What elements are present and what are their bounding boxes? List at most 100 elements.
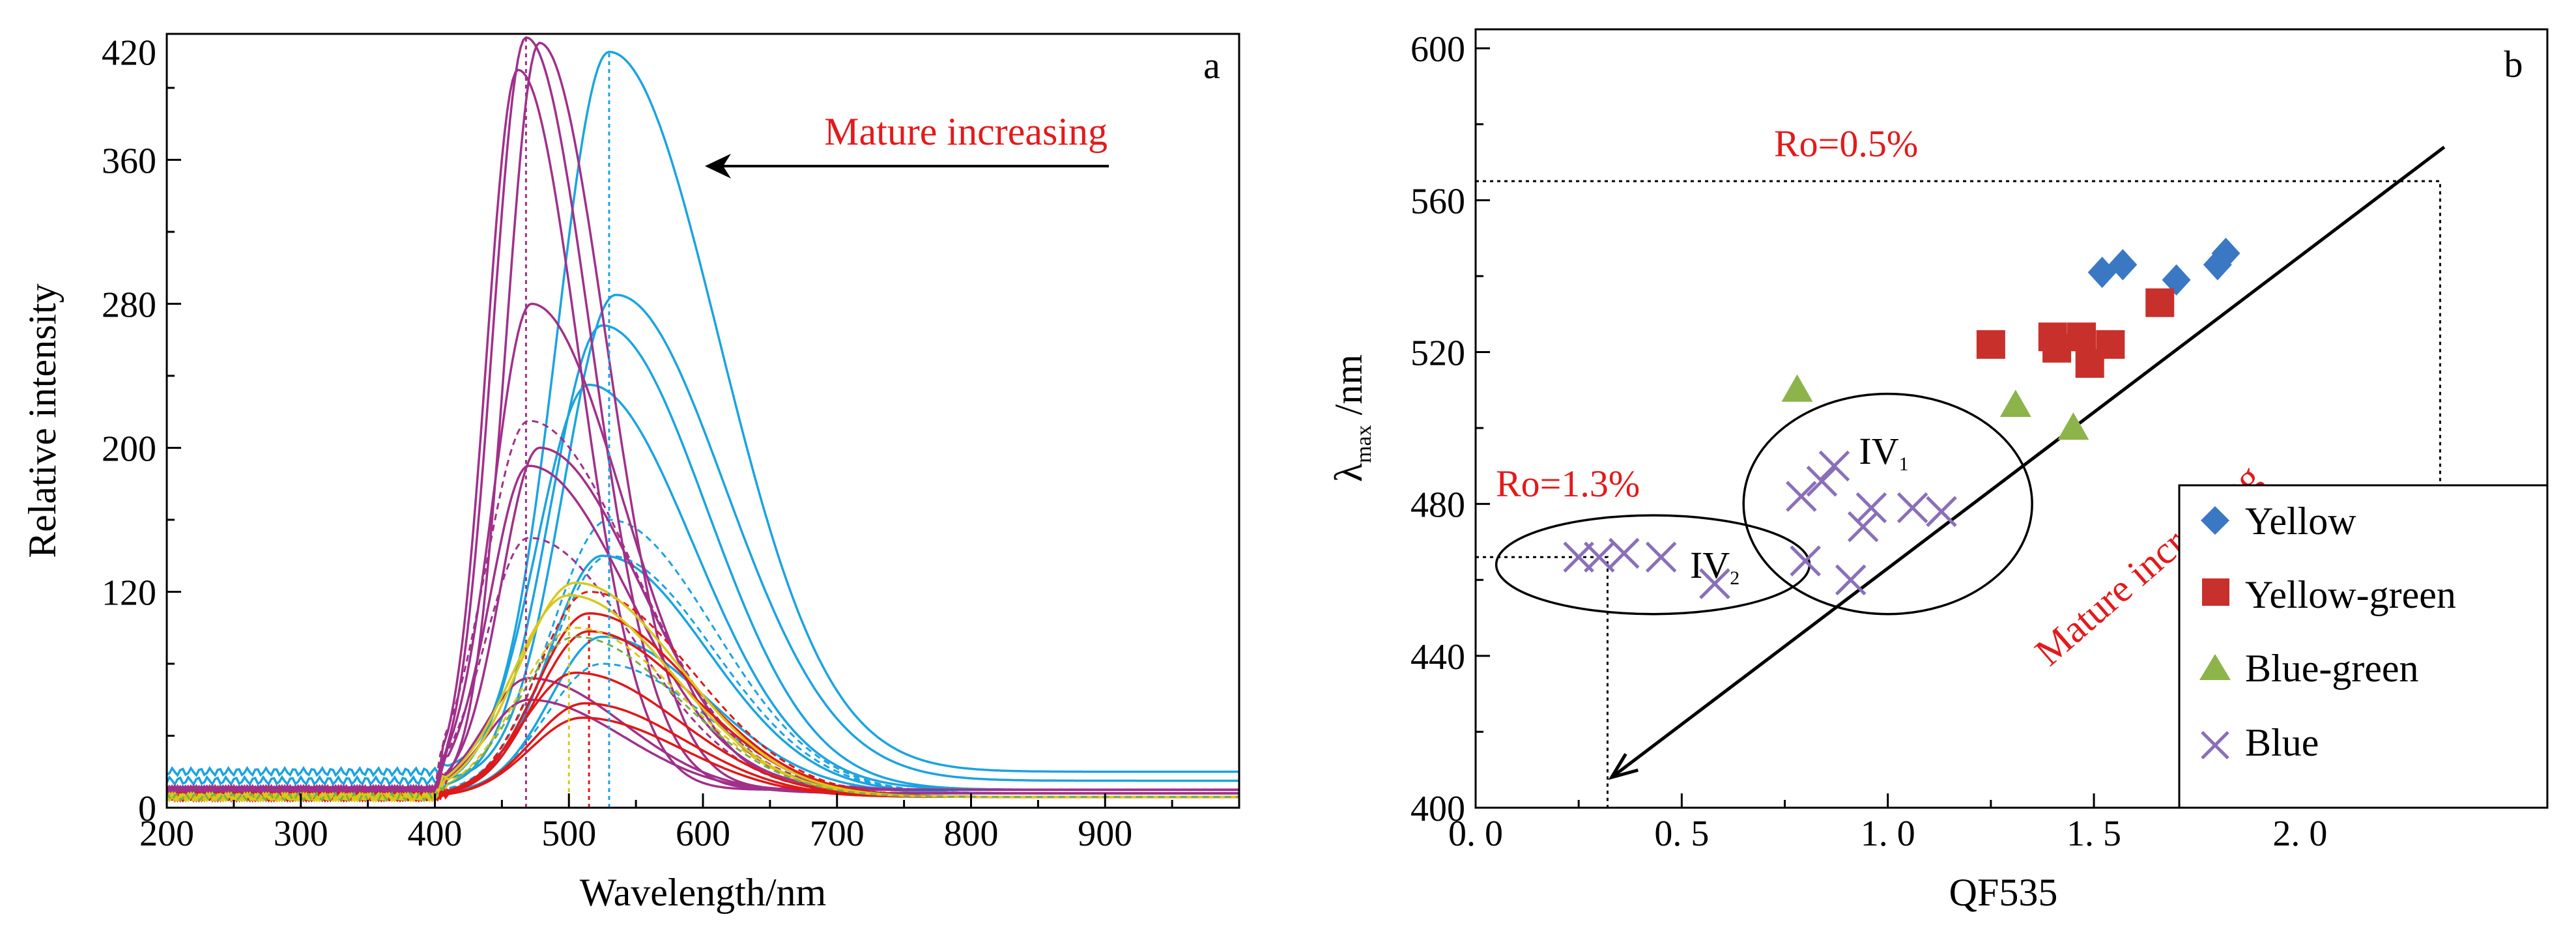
cluster-label-sub: 2 bbox=[1730, 567, 1739, 589]
panel-b-xlabel: QF535 bbox=[1949, 871, 2058, 914]
spectrum-purple-6 bbox=[165, 464, 1239, 796]
cluster-ellipse-1 bbox=[1742, 392, 2033, 616]
spectrum-purple-d2 bbox=[165, 537, 1239, 799]
y-tick-label: 560 bbox=[1410, 181, 1465, 221]
point-blue bbox=[1645, 541, 1677, 573]
cluster-label-1: IV1 bbox=[1859, 430, 1908, 475]
x-tick-label: 1. 5 bbox=[2067, 814, 2121, 854]
panel-a-xlabel: Wavelength/nm bbox=[580, 871, 826, 914]
legend-square-icon bbox=[2202, 578, 2229, 606]
point-blue bbox=[1609, 537, 1640, 569]
point-blue bbox=[1806, 465, 1838, 497]
spectrum-yellow-2 bbox=[165, 594, 1239, 803]
point-blue bbox=[1790, 545, 1821, 576]
point-yellow-green bbox=[1976, 330, 2005, 359]
legend-label-blue: Blue bbox=[2245, 721, 2319, 764]
point-blue-green bbox=[1781, 374, 1813, 402]
y-tick-label: 0 bbox=[138, 789, 156, 829]
legend-diamond-icon bbox=[2201, 506, 2229, 535]
panel-b-marks: IV 2 IV1 bbox=[1495, 145, 2446, 780]
legend-item-blue: Blue bbox=[2201, 721, 2319, 764]
cluster-label-main: IV bbox=[1859, 430, 1898, 472]
y-tick-label: 420 bbox=[102, 33, 156, 74]
trend-line bbox=[1610, 145, 2446, 779]
legend-item-yellow: Yellow bbox=[2201, 500, 2356, 543]
legend-label-yellow: Yellow bbox=[2245, 500, 2356, 543]
point-blue bbox=[1896, 492, 1928, 524]
legend-label-yellow-green: Yellow-green bbox=[2245, 573, 2456, 616]
point-yellow-green bbox=[2042, 334, 2072, 363]
x-tick-label: 500 bbox=[541, 814, 596, 854]
y-tick-label: 120 bbox=[102, 573, 156, 613]
point-yellow-green bbox=[2067, 322, 2097, 352]
spectrum-blue-1 bbox=[166, 50, 1239, 778]
legend-box bbox=[2178, 484, 2549, 809]
spectrum-purple-d1 bbox=[165, 419, 1239, 795]
y-tick-label: 440 bbox=[1410, 637, 1465, 677]
panel-b-ylabel-unit: /nm bbox=[1327, 354, 1370, 425]
x-tick-label: 1. 0 bbox=[1861, 814, 1915, 854]
x-tick-label: 0. 5 bbox=[1654, 814, 1709, 854]
point-yellow bbox=[2162, 264, 2191, 296]
ro-high-label: Ro=0.5% bbox=[1774, 122, 1918, 165]
y-tick-label: 280 bbox=[102, 285, 156, 325]
panel-b-frame bbox=[1474, 28, 2549, 809]
panel-b-label: b bbox=[2504, 43, 2523, 85]
x-tick-label: 600 bbox=[676, 814, 730, 854]
point-blue bbox=[1926, 496, 1957, 528]
x-tick-label: 300 bbox=[274, 814, 328, 854]
point-blue bbox=[1847, 511, 1879, 543]
point-blue bbox=[1855, 492, 1887, 524]
legend-item-blue-green: Blue-green bbox=[2199, 647, 2419, 690]
point-blue bbox=[1818, 450, 1850, 482]
spectrum-blue-d2 bbox=[166, 554, 1239, 799]
trend-arrowhead bbox=[1608, 753, 1639, 780]
panel-a-label: a bbox=[1203, 44, 1220, 87]
y-tick-label: 400 bbox=[1410, 789, 1465, 829]
panel-b-ylabel: λmax /nm bbox=[1327, 354, 1376, 482]
panel-a-arrowhead bbox=[705, 154, 731, 178]
y-tick-label: 200 bbox=[102, 429, 156, 469]
point-blue bbox=[1786, 481, 1817, 512]
legend-item-yellow-green: Yellow-green bbox=[2202, 573, 2456, 616]
panel-a-axes: 200 300 400 500 600 700 800 900 0 120 200 280 360 420 bbox=[102, 33, 1173, 854]
x-tick-label: 0. 0 bbox=[1448, 814, 1503, 854]
spectrum-purple-2 bbox=[165, 41, 1239, 796]
panel-b-axes: 0. 0 0. 5 1. 0 1. 5 2. 0 400 440 480 520 560 600 bbox=[1410, 29, 2508, 854]
x-tick-label: 200 bbox=[139, 814, 194, 854]
y-tick-label: 480 bbox=[1410, 485, 1465, 526]
x-tick-label: 800 bbox=[944, 814, 999, 854]
panel-b-ylabel-lambda: λ bbox=[1327, 463, 1370, 482]
panel-a-marks bbox=[165, 36, 1239, 808]
spectrum-blue-3 bbox=[165, 324, 1239, 796]
x-tick-label: 900 bbox=[1078, 814, 1132, 854]
spectrum-green-d1 bbox=[165, 636, 1239, 803]
x-tick-label: 2. 0 bbox=[2272, 814, 2327, 854]
ro-guide-1 bbox=[1476, 556, 1609, 808]
point-blue bbox=[1699, 568, 1730, 599]
panel-b: IV 2 IV1 0. 0 0. 5 1. 0 1. 5 2. 0 400 440 480 520 5… bbox=[1327, 28, 2549, 914]
spectrum-blue-d1 bbox=[165, 519, 1239, 799]
cluster-label-sub: 1 bbox=[1899, 453, 1909, 475]
legend-triangle-icon bbox=[2199, 654, 2231, 680]
x-tick-label: 700 bbox=[810, 814, 865, 854]
panel-a-ylabel: Relative intensity bbox=[21, 283, 64, 558]
spectrum-yellow-1 bbox=[165, 581, 1239, 803]
panel-a-annotation: Mature increasing bbox=[824, 110, 1108, 153]
point-yellow-green bbox=[2096, 330, 2125, 359]
spectrum-yellow-d1 bbox=[165, 627, 1239, 803]
spectrum-blue-2 bbox=[165, 293, 1239, 787]
spectrum-blue-5 bbox=[165, 554, 1239, 799]
spectrum-blue-4 bbox=[165, 384, 1239, 796]
panel-b-ylabel-sub: max bbox=[1352, 425, 1376, 463]
ro-low-label: Ro=1.3% bbox=[1496, 462, 1640, 505]
point-yellow bbox=[2211, 237, 2240, 269]
y-tick-label: 600 bbox=[1410, 29, 1465, 70]
legend: Yellow Yellow-green Blue-green Blue bbox=[2178, 484, 2549, 809]
point-yellow bbox=[2108, 249, 2138, 281]
point-blue bbox=[1835, 564, 1867, 596]
y-tick-label: 360 bbox=[102, 141, 156, 181]
point-yellow-green bbox=[2145, 288, 2175, 317]
panel-a-arrow bbox=[705, 154, 1109, 178]
